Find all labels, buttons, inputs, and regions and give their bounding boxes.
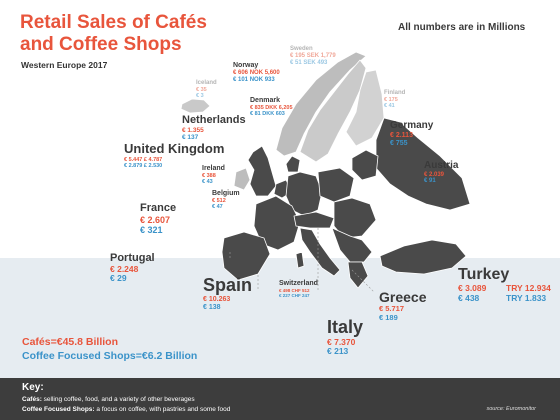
region-greece bbox=[347, 261, 369, 289]
region-ireland bbox=[233, 167, 251, 191]
region-iberia bbox=[221, 231, 271, 281]
region-balkans bbox=[331, 227, 373, 263]
region-germany bbox=[285, 171, 323, 217]
region-baltic bbox=[351, 149, 379, 181]
units-note: All numbers are in Millions bbox=[398, 22, 526, 33]
region-sardinia bbox=[295, 251, 305, 269]
map-subtitle: Western Europe 2017 bbox=[21, 60, 108, 70]
map-title: Retail Sales of Cafés and Coffee Shops bbox=[20, 12, 207, 55]
label-spain: Spain € 10.263 € 138 bbox=[203, 275, 253, 311]
label-italy: Italy € 7.370 € 213 bbox=[327, 317, 364, 357]
total-coffee-shops: Coffee Focused Shops=€6.2 Billion bbox=[22, 350, 198, 362]
total-cafes: Cafés=€45.8 Billion bbox=[22, 336, 119, 348]
region-central-east bbox=[333, 197, 377, 239]
label-france: France € 2.607 € 321 bbox=[140, 202, 177, 235]
region-turkey bbox=[379, 239, 467, 275]
label-belgium: Belgium € 512 € 47 bbox=[212, 190, 240, 211]
label-united-kingdom: United Kingdom € 5.447 £ 4.787 € 2.879 £… bbox=[124, 141, 225, 170]
label-iceland: Iceland € 35 € 3 bbox=[196, 80, 217, 100]
region-sweden bbox=[299, 59, 367, 163]
label-austria: Austria € 2.039 € 91 bbox=[424, 160, 459, 185]
source-note: source: Euromonitor bbox=[486, 406, 536, 412]
label-switzerland: Switzerland € 498 CHF 512 € 227 CHF 247 bbox=[279, 280, 318, 299]
key-panel: Key: Cafés: selling coffee, food, and a … bbox=[0, 378, 560, 420]
label-sweden: Sweden € 195 SEK 1,779 € 51 SEK 493 bbox=[290, 46, 336, 66]
label-finland: Finland € 175 € 41 bbox=[384, 90, 406, 110]
label-germany: Germany € 2.113 € 755 bbox=[390, 120, 434, 147]
label-portugal: Portugal € 2.248 € 29 bbox=[110, 252, 155, 284]
region-uk bbox=[247, 145, 277, 197]
label-ireland: Ireland € 388 € 43 bbox=[202, 165, 225, 186]
key-shops-line: Coffee Focused Shops: a focus on coffee,… bbox=[22, 406, 231, 413]
region-east bbox=[375, 117, 471, 211]
region-finland bbox=[345, 69, 385, 147]
region-poland bbox=[317, 167, 355, 203]
region-denmark bbox=[285, 155, 301, 173]
key-heading: Key: bbox=[22, 382, 44, 393]
label-greece: Greece € 5.717 € 189 bbox=[379, 289, 427, 322]
label-netherlands: Netherlands € 1.355 € 137 bbox=[182, 114, 246, 142]
region-alps bbox=[293, 211, 335, 229]
label-denmark: Denmark € 835 DKK 6,205 € 81 DKK 603 bbox=[250, 97, 293, 118]
region-italy bbox=[299, 227, 341, 277]
sea-band bbox=[0, 258, 560, 378]
key-cafes-line: Cafés: selling coffee, food, and a varie… bbox=[22, 396, 195, 403]
region-france bbox=[253, 195, 301, 251]
label-turkey: Turkey € 3.089 TRY 12.934 € 438 TRY 1.833 bbox=[458, 266, 551, 304]
label-norway: Norway € 606 NOK 5,600 € 101 NOK 933 bbox=[233, 62, 280, 83]
region-iceland bbox=[180, 98, 211, 114]
